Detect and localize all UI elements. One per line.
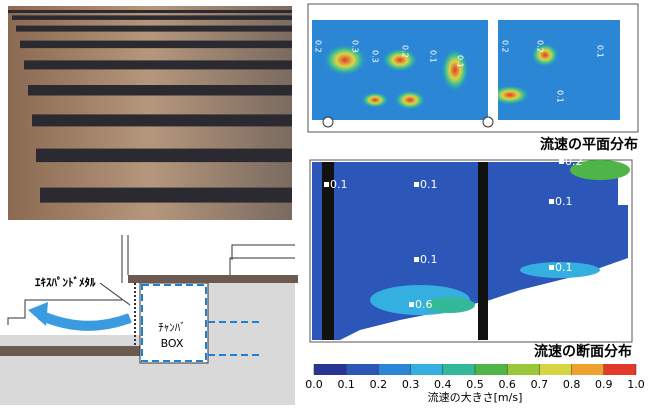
section-value-label: 0.1 xyxy=(420,253,438,266)
page: ｴｷｽﾊﾟﾝﾄﾞﾒﾀﾙ ﾁｬﾝﾊﾞ BOX 流速の平面分布 流速の断面分布 流速… xyxy=(0,0,655,405)
colorbar-segment xyxy=(443,364,475,375)
plan-value-label: 0.2 xyxy=(536,40,545,53)
colorbar-segment xyxy=(314,364,346,375)
section-marker xyxy=(559,159,564,164)
colorbar-segment xyxy=(507,364,539,375)
section-marker xyxy=(549,199,554,204)
stair-shadow xyxy=(8,10,292,13)
colorbar-tick-label: 0.7 xyxy=(531,378,549,391)
section-marker xyxy=(414,182,419,187)
section-value-label: 0.1 xyxy=(330,178,348,191)
colorbar-tick-label: 0.2 xyxy=(370,378,388,391)
stair-shadow xyxy=(24,60,292,69)
section-value-label: 0.6 xyxy=(415,298,433,311)
plan-view: 流速の平面分布 xyxy=(308,4,638,153)
section-view: 流速の断面分布 xyxy=(310,160,632,360)
box-label: BOX xyxy=(161,337,184,350)
plan-value-label: 0.3 xyxy=(351,40,360,53)
section-title: 流速の断面分布 xyxy=(534,343,632,360)
stair-shadow xyxy=(32,114,292,126)
section-value-label: 0.2 xyxy=(565,155,583,168)
stair-shadow xyxy=(28,85,292,96)
section-marker xyxy=(409,302,414,307)
stair-shadow xyxy=(40,188,292,203)
colorbar-tick-label: 0.9 xyxy=(595,378,613,391)
plan-value-label: 0.3 xyxy=(371,50,380,63)
colorbar-tick-label: 0.4 xyxy=(434,378,452,391)
stair-shadow xyxy=(20,41,292,49)
plan-value-label: 0.2 xyxy=(401,45,410,58)
plan-value-label: 0.1 xyxy=(456,55,465,68)
plan-value-label: 0.1 xyxy=(556,90,565,103)
stair-shadow xyxy=(16,26,292,32)
expanded-metal-label: ｴｷｽﾊﾟﾝﾄﾞﾒﾀﾙ xyxy=(35,275,96,289)
plan-value-label: 0.1 xyxy=(429,50,438,63)
colorbar-segment xyxy=(604,364,636,375)
colorbar-segment xyxy=(378,364,410,375)
colorbar-segment xyxy=(539,364,571,375)
colorbar-segment xyxy=(411,364,443,375)
section-marker xyxy=(549,265,554,270)
colorbar-tick-label: 0.0 xyxy=(305,378,323,391)
colorbar-tick-label: 0.3 xyxy=(402,378,420,391)
colorbar-label: 流速の大きさ[m/s] xyxy=(428,390,523,404)
section-marker xyxy=(324,182,329,187)
plan-title: 流速の平面分布 xyxy=(540,136,638,153)
section-value-label: 0.1 xyxy=(420,178,438,191)
section-marker xyxy=(414,257,419,262)
photo xyxy=(8,6,292,220)
colorbar-tick-label: 0.6 xyxy=(498,378,516,391)
colorbar-segment xyxy=(346,364,378,375)
stair-shadow xyxy=(36,149,292,163)
plan-value-label: 0.1 xyxy=(596,45,605,58)
chamber-diagram: ｴｷｽﾊﾟﾝﾄﾞﾒﾀﾙ ﾁｬﾝﾊﾞ BOX xyxy=(0,235,298,405)
stair-shadow xyxy=(12,15,292,20)
colorbar-segment xyxy=(572,364,604,375)
colorbar-tick-label: 0.1 xyxy=(337,378,355,391)
section-value-label: 0.1 xyxy=(555,261,573,274)
colorbar-segment xyxy=(475,364,507,375)
section-value-label: 0.1 xyxy=(555,195,573,208)
plan-value-label: 0.2 xyxy=(501,40,510,53)
plan-value-label: 0.2 xyxy=(314,40,323,53)
colorbar: 流速の大きさ[m/s] 0.0 0.1 0.2 0.3 0.4 0.5 0.6 0.7 0.8 0… xyxy=(305,364,645,404)
colorbar-tick-label: 0.8 xyxy=(563,378,581,391)
colorbar-tick-label: 0.5 xyxy=(466,378,484,391)
chamber-label: ﾁｬﾝﾊﾞ xyxy=(158,321,186,334)
colorbar-tick-label: 1.0 xyxy=(627,378,645,391)
